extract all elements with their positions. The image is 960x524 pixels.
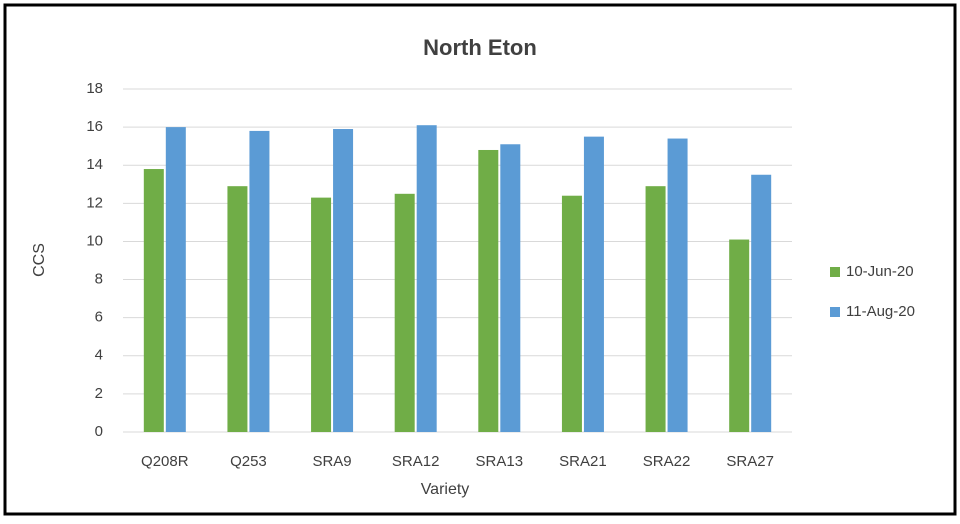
y-tick-label: 14 <box>86 156 103 173</box>
bar <box>645 186 666 432</box>
bar <box>227 186 248 432</box>
bar <box>751 174 772 432</box>
legend-swatch <box>830 267 840 277</box>
bar <box>333 129 354 432</box>
x-tick-label: SRA12 <box>392 453 440 470</box>
y-tick-label: 2 <box>95 385 103 402</box>
y-tick-label: 10 <box>86 232 103 249</box>
y-tick-label: 8 <box>95 271 103 288</box>
y-tick-label: 0 <box>95 423 103 440</box>
x-tick-label: SRA9 <box>312 453 351 470</box>
x-tick-label: SRA21 <box>559 453 607 470</box>
y-tick-label: 6 <box>95 309 103 326</box>
bar <box>249 130 270 432</box>
x-tick-label: SRA27 <box>726 453 774 470</box>
bar <box>729 239 750 432</box>
bar <box>311 197 332 432</box>
bar <box>500 144 521 432</box>
legend-label: 11-Aug-20 <box>846 303 915 320</box>
bar <box>583 136 604 432</box>
x-tick-label: SRA22 <box>643 453 691 470</box>
y-tick-label: 12 <box>86 194 103 211</box>
y-tick-label: 4 <box>95 347 103 364</box>
legend-swatch <box>830 307 840 317</box>
bar <box>478 149 499 432</box>
bar <box>143 169 164 433</box>
bar <box>394 193 415 432</box>
y-tick-label: 18 <box>86 80 103 97</box>
bar <box>165 127 186 432</box>
bar <box>667 138 688 433</box>
bar <box>416 125 437 432</box>
y-tick-label: 16 <box>86 118 103 135</box>
x-tick-label: Q208R <box>141 453 189 470</box>
x-tick-label: SRA13 <box>476 453 524 470</box>
x-tick-label: Q253 <box>230 453 267 470</box>
bar <box>561 195 582 432</box>
x-axis-label: Variety <box>421 481 470 498</box>
y-axis-label: CCS <box>31 243 48 277</box>
chart-title: North Eton <box>423 35 537 60</box>
legend-label: 10-Jun-20 <box>846 263 914 280</box>
